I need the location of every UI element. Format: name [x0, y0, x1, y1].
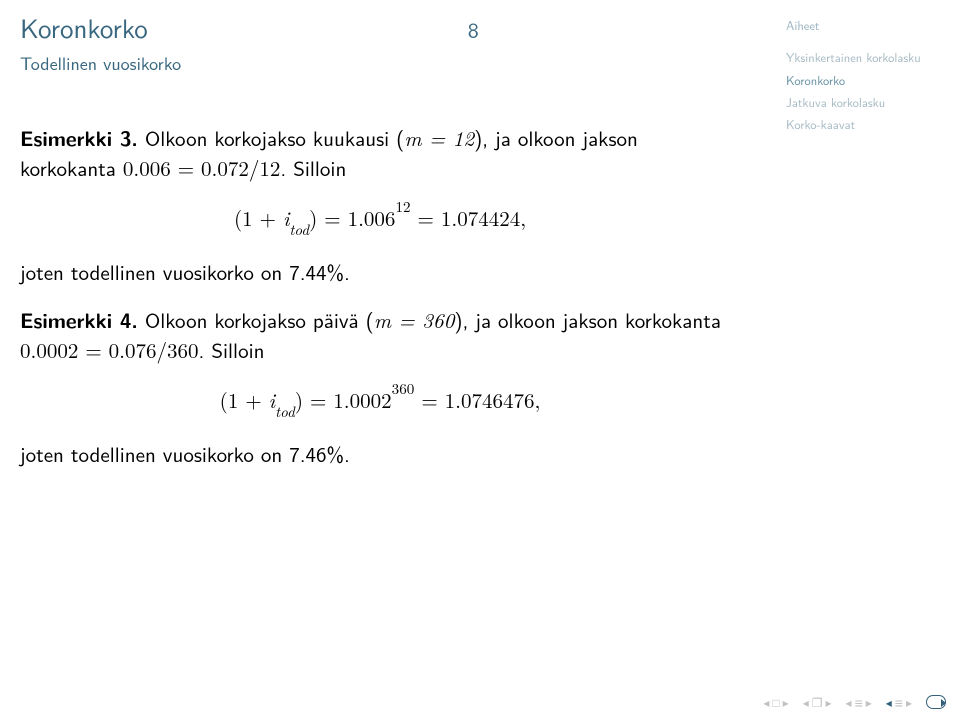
eq1-exp: 12: [395, 196, 410, 217]
conclusion-2: joten todellinen vuosikorko on 7.46%.: [20, 440, 740, 470]
ex4-text-b: ), ja olkoon jakson korkokanta: [454, 305, 721, 335]
equation-2: (1 + itod) = 1.0002360 = 1.0746476,: [20, 384, 740, 419]
nav-doc[interactable]: ◂ ≡ ▸: [886, 692, 912, 712]
nav-subsection[interactable]: ◂ ❐ ▸: [803, 693, 832, 711]
frame-subtitle: Todellinen vuosikorko: [20, 49, 760, 76]
eq2-exp: 360: [392, 378, 415, 399]
doc-icon: ❐: [812, 693, 823, 711]
prev-sub-icon: ◂: [803, 693, 809, 711]
slide-root: Koronkorko 8 Todellinen vuosikorko Esime…: [0, 0, 960, 720]
sidebar-item-0[interactable]: Yksinkertainen korkolasku: [786, 49, 948, 65]
eq1-mid: ) = 1.006: [309, 203, 395, 233]
prev-doc-icon: ◂: [886, 693, 892, 711]
example-4-paragraph: Esimerkki 4. Olkoon korkojakso päivä (m …: [20, 306, 740, 366]
ex3-text-c: . Silloin: [280, 153, 346, 183]
ex4-m360: m = 360: [374, 305, 455, 335]
ex3-text-a: Olkoon korkojakso kuukausi (: [138, 123, 405, 153]
nav-frame[interactable]: ◂ □ ▸: [763, 693, 788, 711]
body-text: Esimerkki 3. Olkoon korkojakso kuukausi …: [20, 124, 740, 470]
next-doc-icon: ▸: [906, 693, 912, 711]
next-sub-icon: ▸: [826, 693, 832, 711]
example-3-label: Esimerkki 3.: [20, 123, 138, 153]
toc-icon-b: ≡: [895, 693, 903, 713]
eq1-sub: tod: [289, 219, 309, 240]
toc-icon-a: ≡: [855, 693, 863, 713]
example-4-label: Esimerkki 4.: [20, 305, 138, 335]
ex4-rate: 0.0002 = 0.076/360: [20, 335, 199, 365]
example-3-paragraph: Esimerkki 3. Olkoon korkojakso kuukausi …: [20, 124, 740, 184]
sidebar-item-3[interactable]: Korko-kaavat: [786, 116, 948, 132]
ex4-text-a: Olkoon korkojakso päivä (: [138, 305, 374, 335]
frame-box-icon: □: [772, 693, 779, 711]
eq1-rhs: = 1.074424,: [411, 203, 527, 233]
eq2-rhs: = 1.0746476,: [414, 385, 540, 415]
sidebar-item-1[interactable]: Koronkorko: [786, 72, 948, 88]
loop-icon[interactable]: [926, 695, 946, 709]
sidebar-heading: Aiheet: [786, 16, 948, 35]
eq2-sub: tod: [275, 401, 295, 422]
frame-title-row: Koronkorko 8: [20, 8, 760, 47]
sidebar: Aiheet Yksinkertainen korkolasku Koronko…: [778, 0, 960, 720]
eq2-mid: ) = 1.0002: [295, 385, 392, 415]
conclusion-1: joten todellinen vuosikorko on 7.44%.: [20, 258, 740, 288]
frame-title: Koronkorko: [20, 8, 148, 47]
prev-sec-icon: ◂: [846, 693, 852, 711]
next-frame-icon: ▸: [783, 693, 789, 711]
equation-1: (1 + itod) = 1.00612 = 1.074424,: [20, 202, 740, 237]
ex4-text-c: . Silloin: [199, 335, 265, 365]
eq1-lhs: (1 +: [234, 203, 283, 233]
ex3-rate: 0.006 = 0.072/12: [123, 153, 281, 183]
sidebar-item-2[interactable]: Jatkuva korkolasku: [786, 94, 948, 110]
main-column: Koronkorko 8 Todellinen vuosikorko Esime…: [0, 0, 778, 720]
next-sec-icon: ▸: [866, 693, 872, 711]
page-number: 8: [468, 13, 479, 45]
ex3-m12: m = 12: [404, 123, 474, 153]
nav-footer: ◂ □ ▸ ◂ ❐ ▸ ◂ ≡ ▸ ◂ ≡ ▸: [763, 692, 946, 712]
eq2-lhs: (1 +: [220, 385, 269, 415]
nav-section[interactable]: ◂ ≡ ▸: [846, 692, 872, 712]
prev-frame-icon: ◂: [763, 693, 769, 711]
